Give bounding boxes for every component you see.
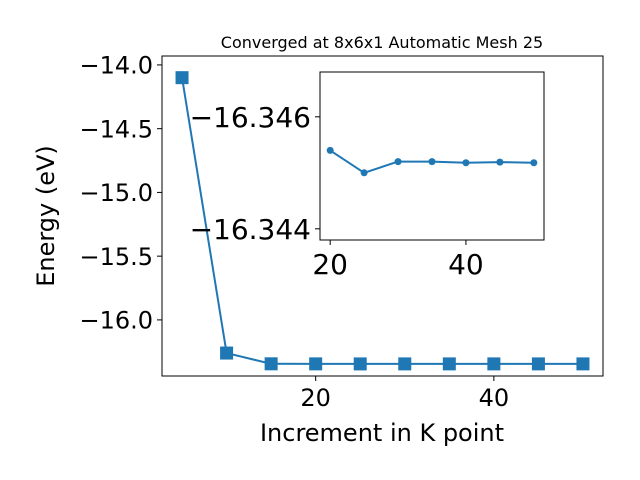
main-plot-area xyxy=(175,71,590,371)
inset-data-point xyxy=(462,159,470,167)
main-y-tick-label: −16.0 xyxy=(79,307,153,335)
main-y-tick-label: −14.0 xyxy=(79,52,153,80)
main-chart-title: Converged at 8x6x1 Automatic Mesh 25 xyxy=(221,33,543,52)
inset-data-point xyxy=(530,159,538,167)
inset-data-point xyxy=(360,169,368,177)
inset-x-tick-label: 20 xyxy=(312,248,348,281)
inset-plot-area xyxy=(326,146,538,177)
inset-data-point xyxy=(496,158,504,166)
main-data-point xyxy=(531,357,545,371)
inset-ticks: 20 40 −16.346 −16.344 xyxy=(190,101,484,281)
main-ticks: 20 40 −14.0 −14.5 −15.0 −15.5 −16.0 xyxy=(79,52,509,412)
inset-axes-frame xyxy=(319,71,545,241)
main-x-tick-label: 20 xyxy=(300,384,331,412)
main-y-axis-label: Energy (eV) xyxy=(32,145,60,287)
main-x-axis-label: Increment in K point xyxy=(260,419,504,447)
main-data-point xyxy=(264,357,278,371)
main-data-point xyxy=(442,357,456,371)
main-data-point xyxy=(576,357,590,371)
inset-background xyxy=(320,72,544,240)
inset-x-tick-label: 40 xyxy=(448,248,484,281)
main-series-line xyxy=(181,77,583,365)
main-data-point xyxy=(309,357,323,371)
inset-data-point xyxy=(428,158,436,166)
inset-axes: 20 40 −16.346 −16.344 xyxy=(190,71,545,281)
main-x-tick-label: 40 xyxy=(479,384,510,412)
main-data-point xyxy=(353,357,367,371)
main-data-point xyxy=(175,71,189,85)
inset-data-point xyxy=(326,146,334,154)
main-y-tick-label: −14.5 xyxy=(79,115,153,143)
inset-y-tick-label: −16.346 xyxy=(190,101,311,134)
main-y-tick-label: −15.5 xyxy=(79,243,153,271)
inset-y-tick-label: −16.344 xyxy=(190,213,311,246)
main-axes: Converged at 8x6x1 Automatic Mesh 25 Inc… xyxy=(32,33,604,447)
main-axes-frame xyxy=(161,55,604,377)
inset-data-point xyxy=(394,158,402,166)
main-y-tick-label: −15.0 xyxy=(79,179,153,207)
main-data-point xyxy=(487,357,501,371)
main-data-point xyxy=(398,357,412,371)
main-data-point xyxy=(220,346,234,360)
